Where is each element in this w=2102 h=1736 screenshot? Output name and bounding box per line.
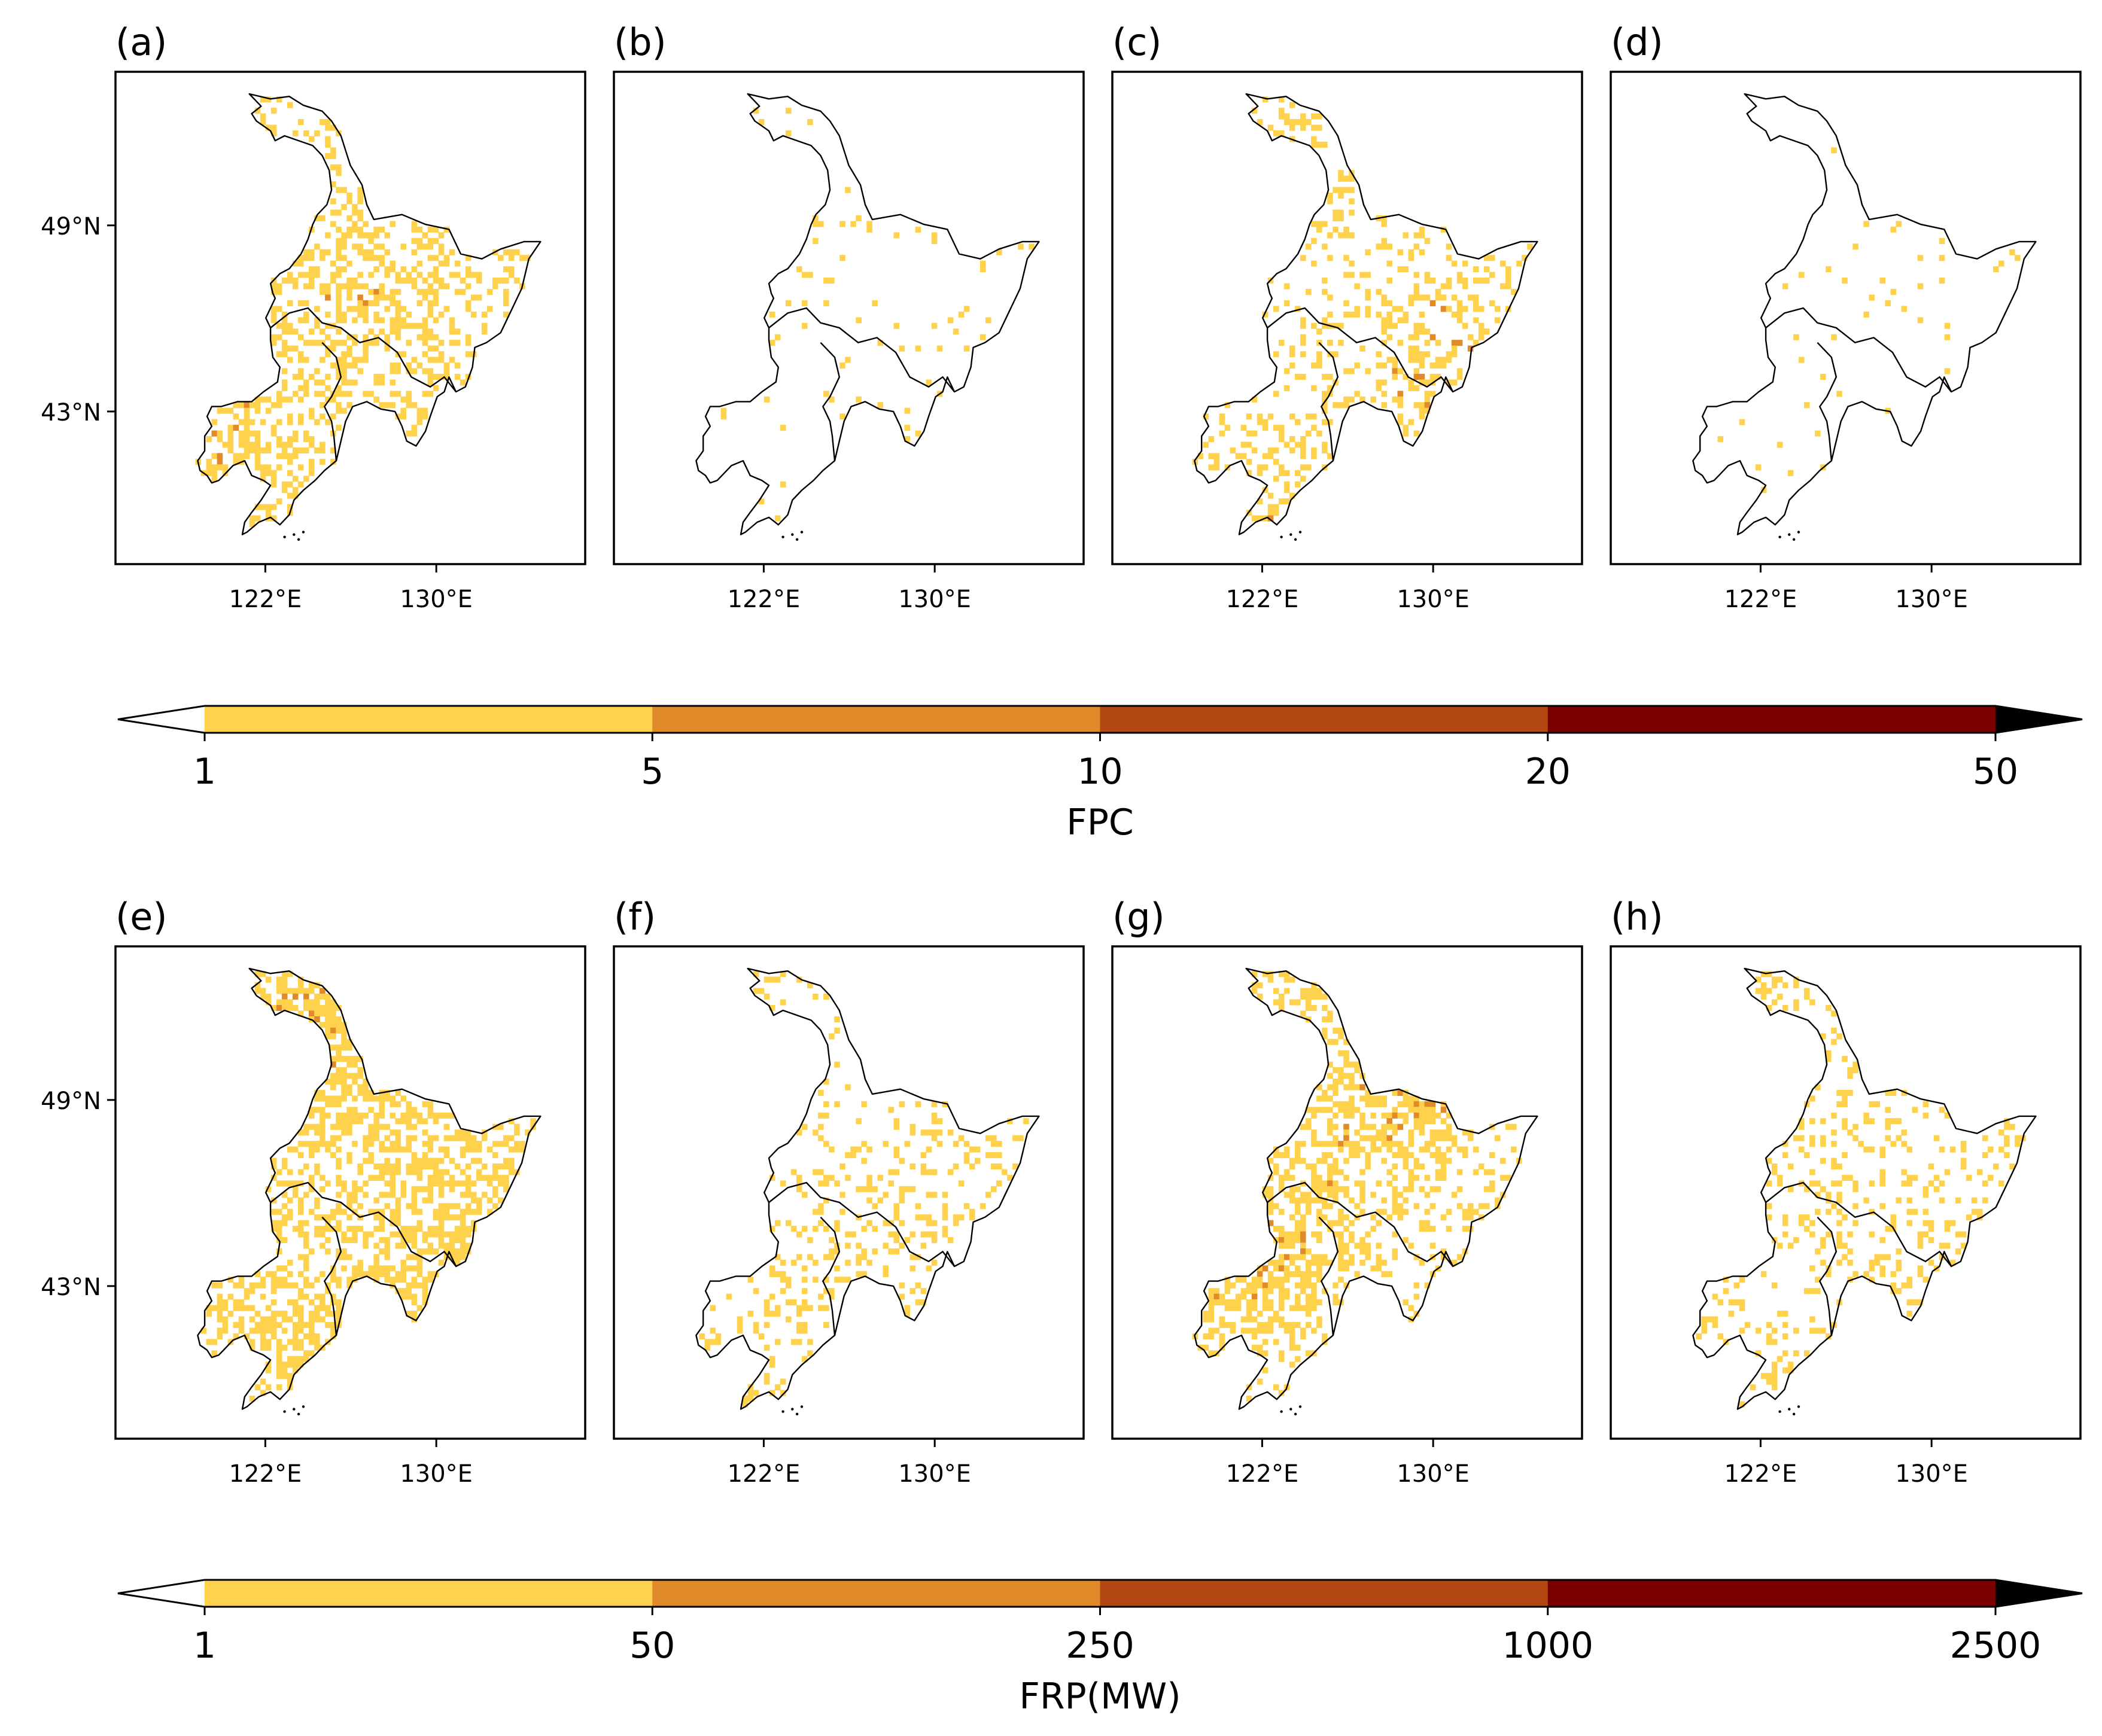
- lon-tick-label: 122°E: [1226, 586, 1299, 613]
- map-panel-g: (g) 122°E 130°E: [1111, 895, 1583, 1488]
- colorbar-segment: [205, 706, 653, 733]
- colorbar-segment: [1547, 706, 1996, 733]
- colorbar-tick-label: 10: [1077, 751, 1123, 793]
- panel-label: (g): [1112, 895, 1165, 939]
- panel-label: (a): [115, 20, 167, 64]
- fire-pixels: [200, 971, 536, 1402]
- colorbar-tick-label: 50: [1973, 751, 2018, 793]
- colorbar-title: FPC: [1066, 802, 1134, 843]
- lon-tick-label: 130°E: [1895, 586, 1968, 613]
- lat-tick-label: 43°N: [41, 399, 101, 427]
- province-border: [768, 307, 956, 392]
- lon-tick-label: 130°E: [400, 1460, 473, 1488]
- lat-tick-label: 43°N: [41, 1274, 101, 1301]
- province-border: [1765, 1181, 1952, 1267]
- colorbar-tick-label: 20: [1525, 751, 1571, 793]
- lon-tick-label: 130°E: [400, 586, 473, 613]
- lat-tick-label: 49°N: [41, 1088, 101, 1115]
- province-border: [1267, 1181, 1454, 1267]
- map-panel-b: (b) 122°E 130°E: [613, 20, 1085, 613]
- map-frame: [1111, 71, 1583, 565]
- map-frame: [1610, 71, 2082, 565]
- region-outline: [197, 93, 542, 535]
- province-border: [270, 307, 457, 392]
- colorbar-under-triangle: [118, 1580, 205, 1607]
- province-border: [820, 1216, 841, 1336]
- province-border: [321, 1216, 342, 1336]
- lon-tick-label: 130°E: [1397, 1460, 1470, 1488]
- panel-label: (b): [614, 20, 667, 64]
- lon-tick-label: 130°E: [1895, 1460, 1968, 1488]
- map-panel-f: (f) 122°E 130°E: [613, 895, 1085, 1488]
- lon-tick-label: 122°E: [229, 1460, 302, 1488]
- colorbar-tick-label: 2500: [1950, 1625, 2042, 1667]
- map-frame: [1610, 945, 2082, 1440]
- map-panel-h: (h) 122°E 130°E: [1610, 895, 2082, 1488]
- colorbar-over-triangle: [1995, 706, 2082, 733]
- province-border: [768, 1181, 956, 1267]
- map-frame: [114, 71, 586, 565]
- province-border: [1318, 342, 1339, 461]
- map-frame: [613, 945, 1085, 1440]
- province-border: [1817, 1216, 1838, 1336]
- colorbar-segment: [1100, 1580, 1549, 1607]
- region-outline: [1692, 967, 2037, 1410]
- region-outline: [1194, 967, 1538, 1410]
- fire-pixels: [1192, 971, 1522, 1402]
- province-border: [321, 342, 342, 461]
- lat-tick-label: 49°N: [41, 213, 101, 240]
- colorbar-segment: [1100, 706, 1549, 733]
- province-border: [820, 342, 841, 461]
- map-panel-a: (a) 49°N 43°N 122°E 130°E: [41, 20, 586, 613]
- colorbar-segment: [205, 1580, 653, 1607]
- colorbar-1: 1 5 10 20 50 FPC: [117, 705, 2083, 843]
- colorbar-tick-label: 250: [1066, 1625, 1134, 1667]
- panel-label: (d): [1611, 20, 1663, 64]
- colorbar-tick-label: 50: [629, 1625, 675, 1667]
- colorbar-tick-label: 1000: [1502, 1625, 1593, 1667]
- panel-label: (h): [1611, 895, 1663, 939]
- lon-tick-label: 122°E: [1724, 1460, 1797, 1488]
- lon-tick-label: 130°E: [1397, 586, 1470, 613]
- region-outline: [197, 967, 542, 1410]
- map-panel-e: (e) 49°N 43°N 122°E 130°E: [41, 895, 586, 1488]
- fire-pixels: [720, 108, 1035, 522]
- map-panel-d: (d) 122°E 130°E: [1610, 20, 2082, 613]
- lon-tick-label: 122°E: [1724, 586, 1797, 613]
- colorbar-tick-label: 5: [641, 751, 664, 793]
- colorbar-over-triangle: [1995, 1580, 2082, 1607]
- map-frame: [613, 71, 1085, 565]
- colorbar-tick-label: 1: [193, 751, 216, 793]
- province-border: [1765, 307, 1952, 392]
- region-outline: [1194, 93, 1538, 535]
- colorbar-segment: [1547, 1580, 1996, 1607]
- map-panel-c: (c) 122°E 130°E: [1111, 20, 1583, 613]
- province-border: [1817, 342, 1838, 461]
- region-outline: [1692, 93, 2037, 535]
- colorbar-segment: [652, 1580, 1100, 1607]
- province-border: [270, 1181, 457, 1267]
- region-outline: [695, 93, 1040, 535]
- lon-tick-label: 130°E: [898, 586, 971, 613]
- lon-tick-label: 122°E: [1226, 1460, 1299, 1488]
- colorbar-title: FRP(MW): [1019, 1676, 1181, 1717]
- lon-tick-label: 122°E: [728, 586, 801, 613]
- colorbar-under-triangle: [118, 706, 205, 733]
- lon-tick-label: 130°E: [898, 1460, 971, 1488]
- lon-tick-label: 122°E: [728, 1460, 801, 1488]
- colorbar-tick-label: 1: [193, 1625, 216, 1667]
- panel-label: (c): [1112, 20, 1161, 64]
- province-border: [1267, 307, 1454, 392]
- lon-tick-label: 122°E: [229, 586, 302, 613]
- colorbar-2: 1 50 250 1000 2500 FRP(MW): [117, 1579, 2083, 1717]
- colorbar-segment: [652, 706, 1100, 733]
- panel-label: (f): [614, 895, 656, 939]
- region-outline: [695, 967, 1040, 1410]
- province-border: [1318, 1216, 1339, 1336]
- fire-pixels: [1717, 147, 2021, 494]
- panel-label: (e): [115, 895, 168, 939]
